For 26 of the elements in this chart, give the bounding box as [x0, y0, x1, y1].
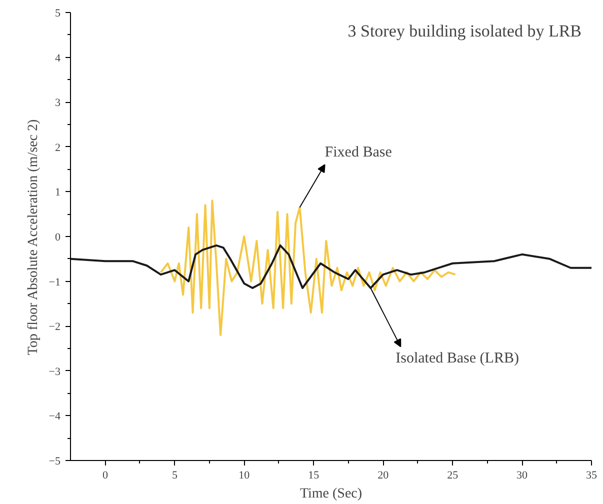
- y-tick-label: 4: [55, 52, 61, 64]
- y-tick-label: −5: [48, 456, 61, 468]
- annotation: Isolated Base (LRB): [396, 350, 519, 367]
- x-tick-label: 30: [516, 470, 528, 482]
- x-tick-label: 5: [172, 470, 178, 482]
- y-tick-label: 3: [55, 97, 61, 110]
- line-series: [70, 244, 592, 290]
- y-tick-label: −2: [48, 321, 61, 334]
- x-axis-title: Time (Sec): [300, 486, 362, 502]
- y-tick-label: 1: [55, 186, 60, 199]
- x-tick-label: 25: [447, 470, 459, 482]
- y-tick-label: 5: [55, 8, 61, 20]
- text: 3 Storey building isolated by LRB: [348, 22, 582, 40]
- x-tick-label: 0: [102, 470, 108, 482]
- y-tick-label: 2: [55, 142, 60, 154]
- x-tick-label: 20: [378, 470, 390, 482]
- y-axis-title: Top floor Absolute Acceleration (m/sec 2): [26, 119, 41, 356]
- x-tick-label: 10: [238, 470, 250, 482]
- y-tick-label: −1: [48, 276, 61, 288]
- x-tick-label: 35: [586, 470, 598, 482]
- x-tick-label: 15: [308, 470, 320, 482]
- line-series: [160, 200, 456, 336]
- y-tick-label: −4: [48, 410, 61, 423]
- y-tick-label: −3: [48, 366, 61, 378]
- y-tick-label: 0: [55, 232, 61, 244]
- annotation: Fixed Base: [324, 144, 392, 161]
